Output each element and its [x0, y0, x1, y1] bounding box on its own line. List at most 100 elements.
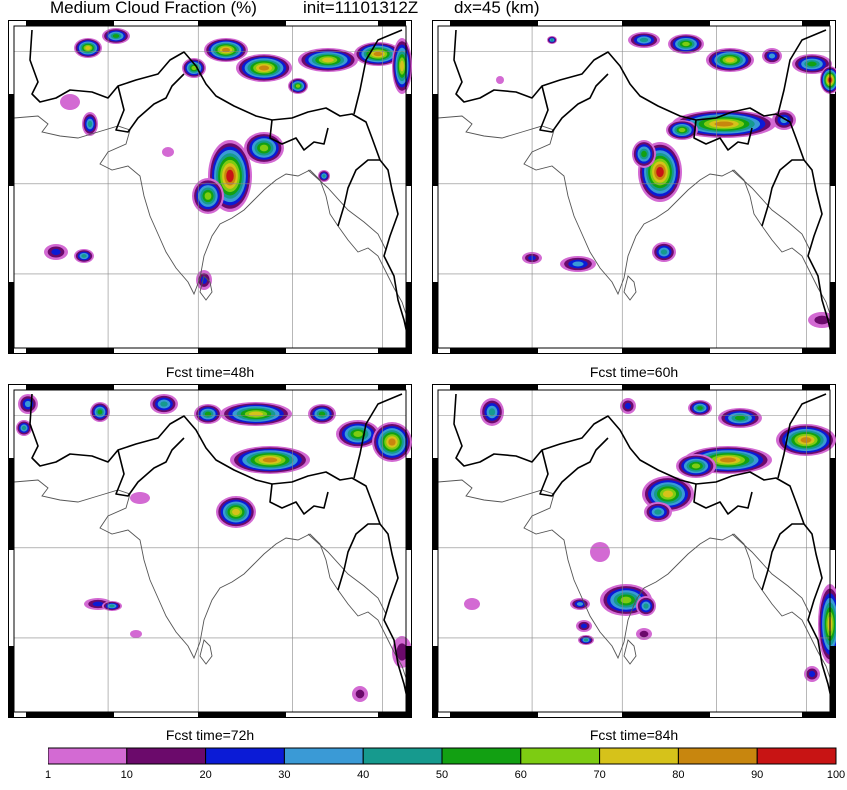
cloud-fraction-map: [432, 20, 836, 354]
cloud-contour: [662, 490, 674, 498]
cloud-contour: [691, 463, 701, 469]
cloud-field: [464, 398, 836, 682]
island-outline: [623, 639, 637, 665]
lat-lon-grid: [14, 390, 406, 712]
island-outline: [623, 275, 637, 301]
frame-ticks: [8, 384, 412, 718]
frame-bar: [450, 348, 538, 354]
frame-bar: [432, 646, 438, 718]
frame-bar: [432, 458, 438, 550]
country-border: [693, 119, 753, 151]
coastline: [437, 115, 833, 321]
cloud-contour: [112, 34, 120, 38]
frame-bar: [802, 348, 830, 354]
cloud-contour: [496, 76, 504, 84]
cloud-contour: [641, 150, 647, 158]
cloud-contour: [204, 192, 212, 200]
frame-bar: [622, 348, 710, 354]
coastline: [437, 479, 833, 685]
grid-spacing-label: dx=45 (km): [454, 0, 540, 17]
country-border: [777, 393, 827, 479]
cloud-contour: [656, 166, 664, 178]
cloud-contour: [21, 425, 27, 431]
cloud-contour: [130, 492, 150, 504]
frame-bar: [8, 94, 14, 186]
cloud-contour: [388, 438, 396, 446]
colorbar-tick-label: 70: [593, 769, 606, 781]
cloud-contour: [780, 116, 788, 124]
coastline: [13, 115, 409, 321]
cloud-contour: [109, 604, 115, 608]
map-panel-top-right: [432, 20, 836, 354]
cloud-contour: [550, 38, 554, 42]
cloud-contour: [697, 406, 703, 410]
colorbar-tick-label: 90: [751, 769, 764, 781]
island-outline: [199, 639, 213, 665]
frame-bar: [830, 282, 836, 354]
country-border: [115, 437, 185, 497]
country-border: [453, 393, 833, 703]
cloud-fraction-map: [8, 384, 412, 718]
lat-lon-grid: [438, 390, 830, 712]
colorbar-box: [599, 747, 679, 765]
colorbar-box: [520, 747, 601, 765]
cloud-contour: [87, 120, 93, 128]
cloud-contour: [734, 415, 746, 421]
colorbar-box: [205, 747, 285, 765]
cloud-contour: [24, 400, 32, 408]
cloud-contour: [768, 53, 776, 59]
init-time-label: init=11101312Z: [303, 0, 419, 17]
cloud-contour: [85, 46, 91, 50]
cloud-contour: [639, 630, 649, 638]
frame-bar: [450, 712, 538, 718]
cloud-contour: [51, 248, 61, 256]
country-border: [761, 523, 804, 591]
frame-bar: [622, 384, 710, 390]
cloud-contour: [318, 411, 326, 417]
frame-bar: [830, 646, 836, 718]
frame-bar: [26, 384, 114, 390]
frame-bar: [802, 20, 830, 26]
frame-ticks: [432, 384, 836, 718]
frame-bar: [802, 384, 830, 390]
country-border: [269, 483, 329, 515]
frame-bar: [830, 458, 836, 550]
colorbar-tick-label: 50: [435, 769, 449, 781]
cloud-contour: [488, 408, 496, 416]
colorbar: [48, 747, 837, 765]
frame-bar: [830, 94, 836, 186]
cloud-contour: [204, 411, 212, 417]
panel-label-60h: Fcst time=60h: [589, 364, 679, 380]
cloud-contour: [800, 437, 812, 443]
frame-bar: [198, 712, 286, 718]
coastline: [731, 169, 811, 251]
colorbar-tick-label: 100: [826, 769, 846, 781]
panel-label-48h: Fcst time=48h: [165, 364, 255, 380]
cloud-contour: [221, 47, 231, 53]
cloud-contour: [92, 601, 104, 607]
cloud-contour: [258, 65, 270, 71]
colorbar-tick-label: 80: [672, 769, 685, 781]
cloud-contour: [580, 623, 588, 629]
cloud-fraction-map: [432, 384, 836, 718]
country-border: [353, 393, 403, 479]
colorbar-box: [126, 747, 207, 765]
panel-label-84h: Fcst time=84h: [589, 727, 679, 743]
country-border: [353, 29, 403, 115]
cloud-contour: [226, 169, 234, 183]
country-border: [539, 73, 609, 133]
lat-lon-grid: [438, 26, 830, 348]
cloud-contour: [353, 431, 363, 437]
frame-bar: [8, 282, 14, 354]
frame-bar: [198, 384, 286, 390]
cloud-contour: [583, 638, 589, 642]
map-panel-bottom-left: [8, 384, 412, 718]
cloud-contour: [464, 598, 480, 610]
colorbar-box: [48, 747, 128, 765]
map-lines: [13, 393, 409, 703]
cloud-contour: [160, 401, 168, 407]
cloud-contour: [808, 670, 816, 678]
cloud-contour: [719, 457, 737, 463]
cloud-contour: [232, 508, 240, 516]
lat-lon-grid: [14, 26, 406, 348]
